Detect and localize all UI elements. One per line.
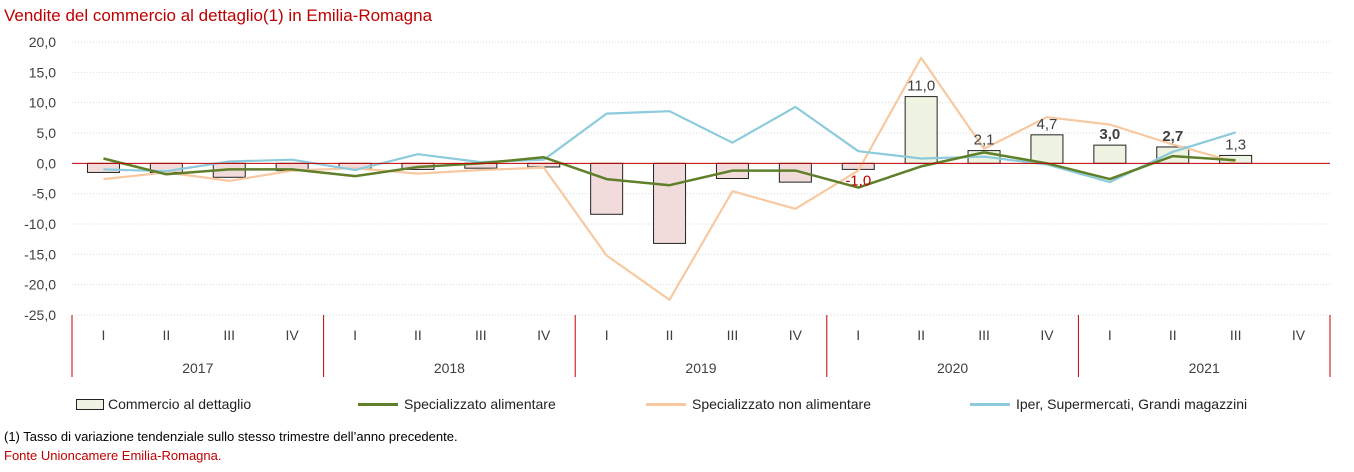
bar-commercio <box>590 162 624 215</box>
footnote: (1) Tasso di variazione tendenziale sull… <box>4 429 458 444</box>
legend-label: Commercio al dettaglio <box>108 396 252 412</box>
legend-item: Specializzato alimentare <box>358 395 556 413</box>
data-label: 3,0 <box>1099 126 1120 143</box>
legend-swatch <box>76 398 104 410</box>
x-year-label: 2021 <box>1189 360 1220 376</box>
x-tick-label: III <box>978 327 990 343</box>
chart-title: Vendite del commercio al dettaglio(1) in… <box>4 6 433 25</box>
data-label: 4,7 <box>1037 116 1058 133</box>
x-tick-label: IV <box>1292 327 1306 343</box>
x-tick-label: II <box>162 327 170 343</box>
legend-label: Iper, Supermercati, Grandi magazzini <box>1016 396 1248 412</box>
x-tick-label: III <box>1230 327 1242 343</box>
x-tick-label: I <box>353 327 357 343</box>
data-label: 2,7 <box>1162 128 1183 145</box>
y-tick-label: -5,0 <box>32 186 56 202</box>
source-note: Fonte Unioncamere Emilia-Romagna. <box>4 448 222 463</box>
legend-item: Iper, Supermercati, Grandi magazzini <box>970 395 1247 413</box>
bar-commercio <box>86 162 120 173</box>
y-tick-label: -20,0 <box>24 277 56 293</box>
chart-plot: -1,0 11,0 2,1 4,7 3,0 2,7 1,3 20,0 15,0 10,0 5,0 0… <box>24 34 1331 377</box>
x-year-label: 2019 <box>685 360 716 376</box>
bar-commercio <box>1030 134 1064 164</box>
y-tick-label: 20,0 <box>29 34 56 50</box>
data-label: 1,3 <box>1225 136 1246 153</box>
x-tick-label: III <box>727 327 739 343</box>
legend-label: Specializzato alimentare <box>404 396 556 412</box>
bar-commercio <box>653 162 687 244</box>
data-label: 2,1 <box>974 132 995 149</box>
bar-commercio <box>1093 144 1127 164</box>
legend-swatch <box>646 402 686 406</box>
data-label: -1,0 <box>845 172 871 189</box>
x-tick-label: III <box>223 327 235 343</box>
bar-commercio <box>527 162 561 168</box>
x-tick-label: I <box>102 327 106 343</box>
x-year-label: 2018 <box>434 360 465 376</box>
data-label: 11,0 <box>907 78 935 95</box>
legend-item: Commercio al dettaglio <box>76 395 251 413</box>
y-tick-label: 10,0 <box>29 95 56 111</box>
legend-swatch <box>358 402 398 406</box>
x-year-label: 2017 <box>182 360 213 376</box>
x-tick-label: I <box>856 327 860 343</box>
x-tick-label: IV <box>286 327 300 343</box>
legend-label: Specializzato non alimentare <box>692 396 871 412</box>
y-tick-label: -10,0 <box>24 216 56 232</box>
y-tick-label: -25,0 <box>24 307 56 323</box>
x-tick-label: II <box>1169 327 1177 343</box>
x-tick-label: II <box>666 327 674 343</box>
x-tick-label: IV <box>789 327 803 343</box>
x-tick-label: I <box>605 327 609 343</box>
x-tick-label: I <box>1108 327 1112 343</box>
y-tick-label: 0,0 <box>37 155 57 171</box>
y-tick-label: -15,0 <box>24 246 56 262</box>
x-year-label: 2020 <box>937 360 968 376</box>
y-tick-label: 5,0 <box>37 125 57 141</box>
bar-commercio <box>904 96 938 164</box>
x-tick-label: II <box>414 327 422 343</box>
x-tick-label: IV <box>1040 327 1054 343</box>
x-tick-label: II <box>917 327 925 343</box>
x-tick-label: III <box>475 327 487 343</box>
legend-swatch <box>970 402 1010 406</box>
legend-item: Specializzato non alimentare <box>646 395 871 413</box>
y-tick-label: 15,0 <box>29 64 56 80</box>
x-tick-label: IV <box>537 327 551 343</box>
